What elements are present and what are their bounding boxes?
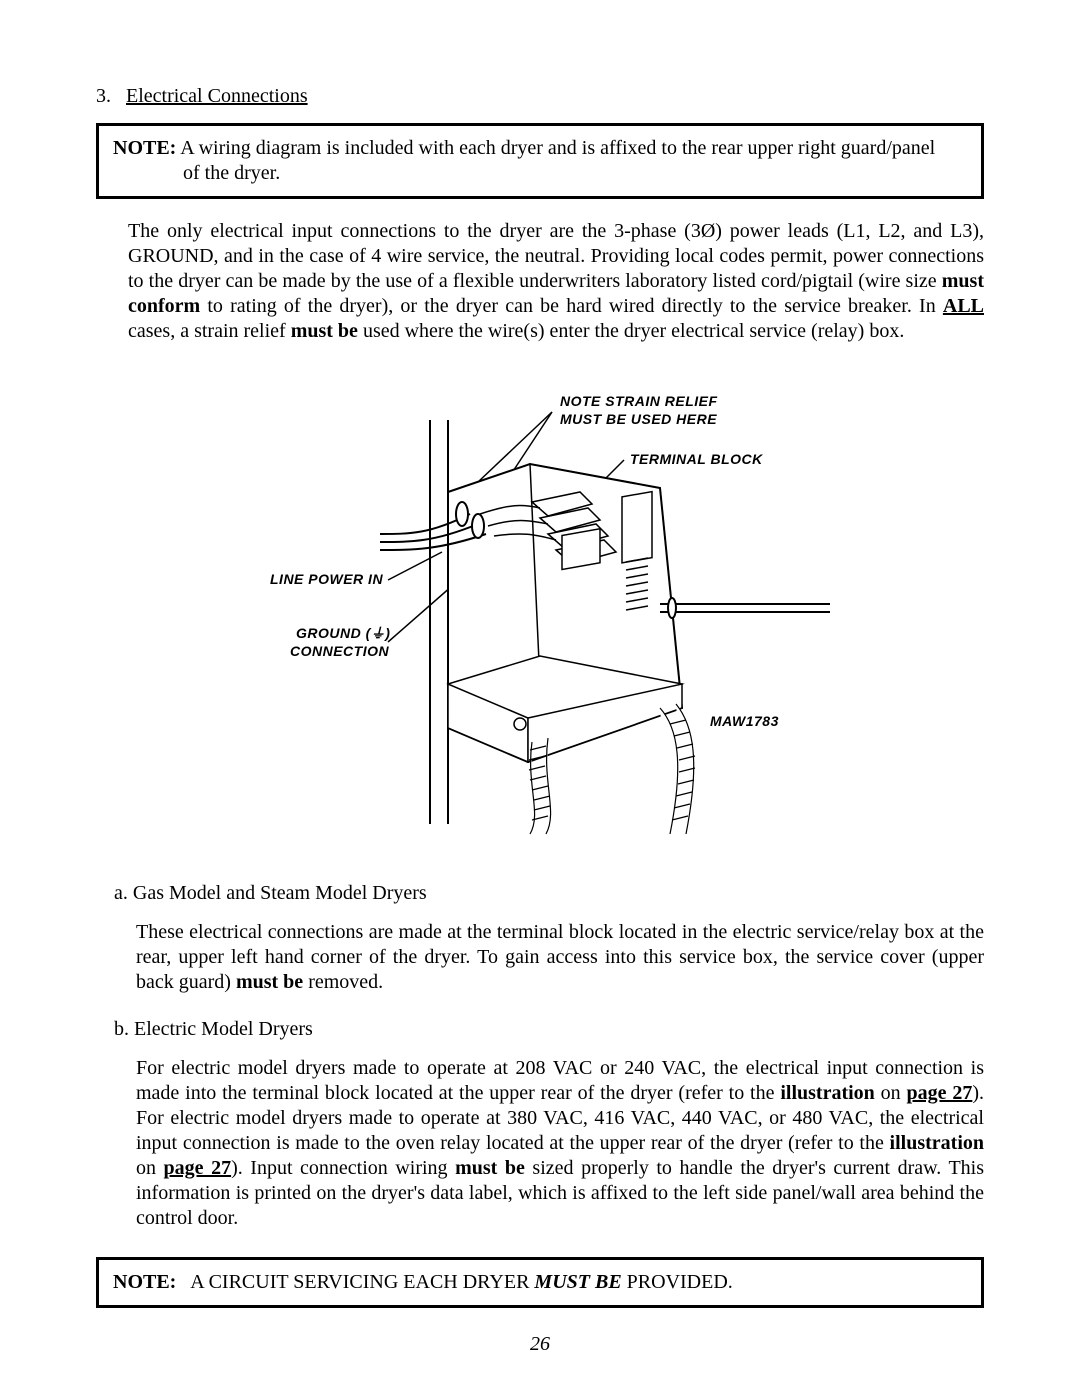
section-heading: 3. Electrical Connections (96, 84, 984, 109)
note-label: NOTE: (113, 137, 176, 159)
sub-b-page2: page 27 (164, 1157, 232, 1179)
sub-b-c: ). Input connection wiring (231, 1157, 455, 1179)
section-number: 3. (96, 84, 111, 109)
subsection-a-body: These electrical connections are made at… (96, 920, 984, 995)
para-text-e: cases, a strain relief (128, 320, 291, 342)
sub-b-illus2: illustration (890, 1132, 984, 1154)
sub-b-page1: page 27 (906, 1082, 972, 1104)
para-text-a: The only electrical input connections to… (128, 220, 984, 292)
sub-b-illus1: illustration (780, 1082, 874, 1104)
para-text-g: used where the wire(s) enter the dryer e… (358, 320, 904, 342)
note-line-2: of the dryer. (113, 161, 967, 186)
para-mustbe: must be (291, 320, 358, 342)
sub-a-mustbe: must be (236, 971, 303, 993)
note2-a: A CIRCUIT SERVICING EACH DRYER (190, 1271, 534, 1293)
label-linepower: LINE POWER IN (270, 571, 383, 587)
label-ground-2: CONNECTION (290, 643, 390, 659)
label-ground-1: GROUND (⏚) (296, 625, 390, 641)
sub-b-title: Electric Model Dryers (134, 1018, 313, 1040)
label-strain-1: NOTE STRAIN RELIEF (560, 393, 718, 409)
sub-a-title: Gas Model and Steam Model Dryers (133, 882, 427, 904)
sub-a-marker: a. (114, 882, 128, 904)
subsection-b-heading: b. Electric Model Dryers (96, 1017, 984, 1042)
sub-b-on1: on (875, 1082, 907, 1104)
main-paragraph: The only electrical input connections to… (96, 219, 984, 344)
sub-b-on2: on (136, 1157, 164, 1179)
note2-b: PROVIDED. (622, 1271, 733, 1293)
note-box-circuit: NOTE: A CIRCUIT SERVICING EACH DRYER MUS… (96, 1257, 984, 1308)
label-mark: MAW1783 (710, 713, 779, 729)
note-line-1: A wiring diagram is included with each d… (180, 137, 935, 159)
sub-b-marker: b. (114, 1018, 129, 1040)
note2-mustbe: MUST BE (534, 1271, 621, 1293)
para-all: ALL (943, 295, 984, 317)
note-text: NOTE: A wiring diagram is included with … (113, 136, 967, 161)
label-terminal: TERMINAL BLOCK (630, 451, 763, 467)
note-box-wiring: NOTE: A wiring diagram is included with … (96, 123, 984, 199)
document-page: 3. Electrical Connections NOTE: A wiring… (0, 0, 1080, 1397)
conduit-right-icon (660, 704, 695, 834)
sub-b-mustbe: must be (455, 1157, 525, 1179)
sub-a-text-b: removed. (303, 971, 383, 993)
subsection-a-heading: a. Gas Model and Steam Model Dryers (96, 881, 984, 906)
note2-label: NOTE: (113, 1271, 176, 1293)
page-number: 26 (0, 1332, 1080, 1357)
para-text-c: to rating of the dryer), or the dryer ca… (200, 295, 943, 317)
section-title: Electrical Connections (126, 85, 308, 107)
label-strain-2: MUST BE USED HERE (560, 411, 717, 427)
subsection-b-body: For electric model dryers made to operat… (96, 1056, 984, 1231)
wiring-diagram: NOTE STRAIN RELIEF MUST BE USED HERE TER… (96, 384, 984, 851)
